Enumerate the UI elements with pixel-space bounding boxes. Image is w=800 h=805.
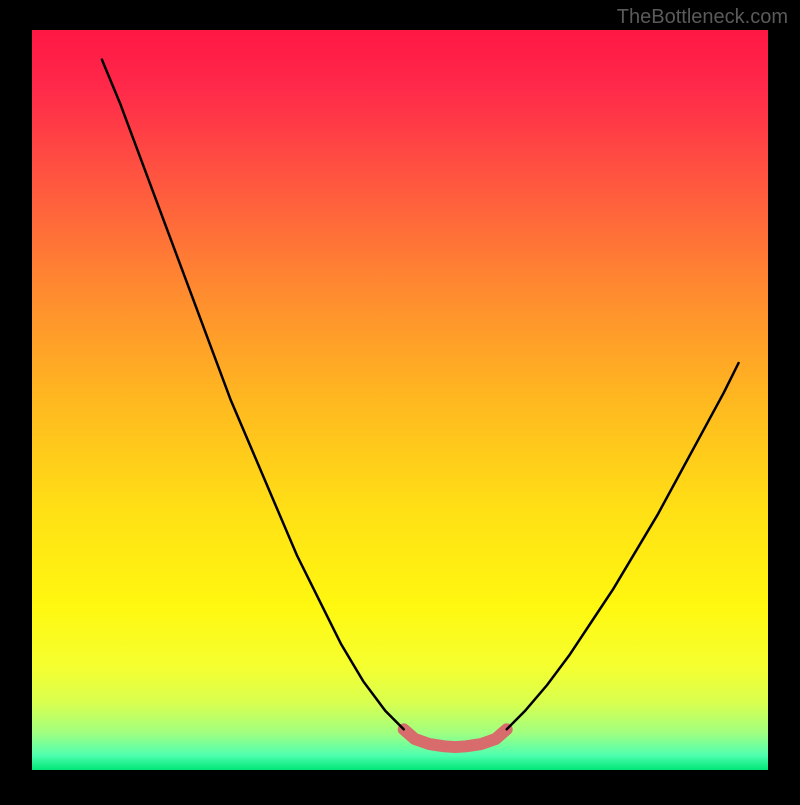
watermark-text: TheBottleneck.com xyxy=(617,6,788,29)
chart-svg xyxy=(0,0,800,800)
bottleneck-chart xyxy=(0,0,800,800)
